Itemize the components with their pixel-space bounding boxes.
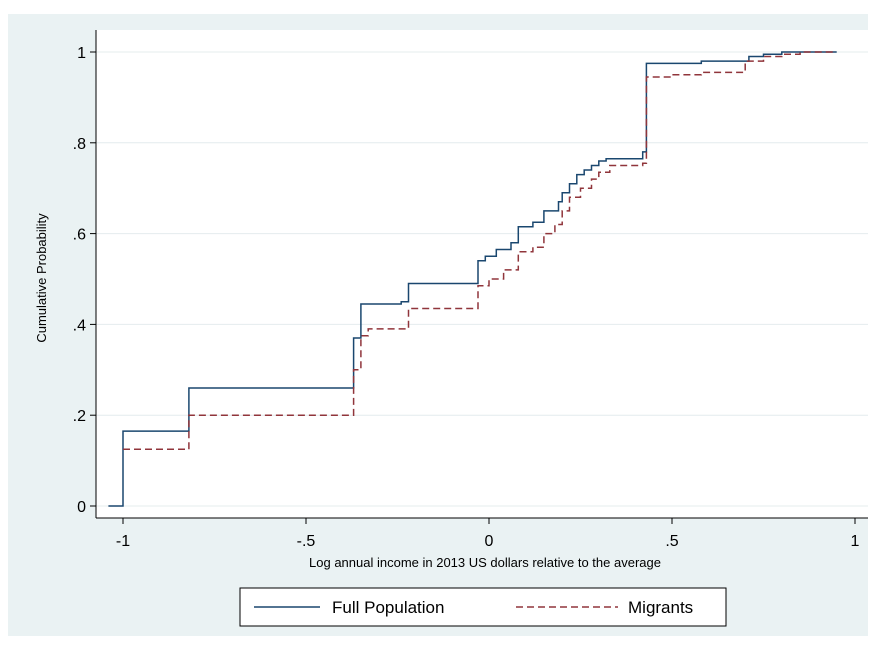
x-tick-label-0: -1 [116,533,130,550]
y-tick-label-2: .4 [73,317,86,334]
x-tick-label-2: 0 [485,533,494,550]
plot-area [96,30,868,518]
x-tick-label-1: -.5 [297,533,316,550]
x-axis-title: Log annual income in 2013 US dollars rel… [309,555,661,570]
axes: 0 .2 .4 .6 .8 1 -1 -.5 0 .5 1 [73,30,868,550]
series-layer [108,51,837,507]
y-tick-label-4: .8 [73,136,86,153]
y-tick-label-0: 0 [77,499,86,516]
x-tick-label-4: 1 [851,533,860,550]
y-tick-label-5: 1 [77,45,86,62]
x-tick-label-3: .5 [665,533,678,550]
legend-label-0: Full Population [332,598,444,617]
series-line-1 [123,51,837,451]
y-tick-label-1: .2 [73,408,86,425]
legend: Full Population Migrants [239,587,727,627]
y-tick-label-3: .6 [73,227,86,244]
legend-box [239,587,727,627]
legend-label-1: Migrants [628,598,693,617]
y-axis-title: Cumulative Probability [34,213,49,343]
